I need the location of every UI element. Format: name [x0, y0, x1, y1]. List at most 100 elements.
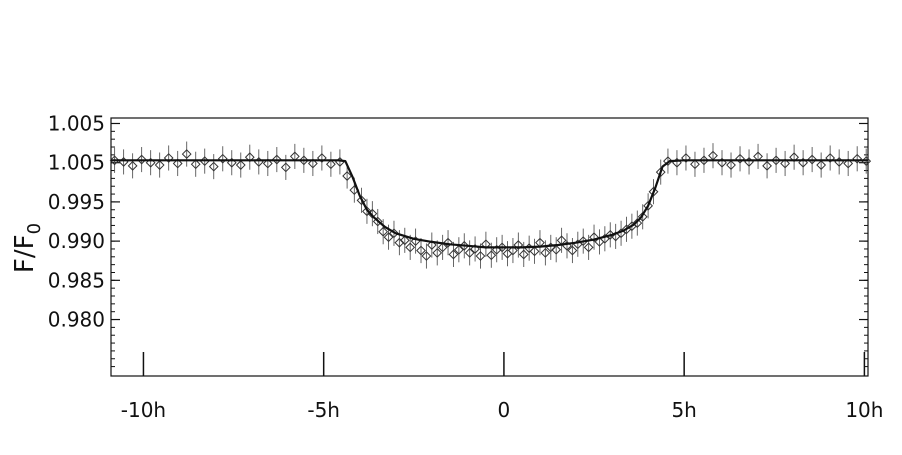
data-point — [753, 143, 763, 169]
diamond-marker — [362, 206, 372, 217]
diamond-marker — [356, 195, 367, 206]
y-tick-label: 0.995 — [48, 190, 105, 214]
fit-curve — [111, 159, 868, 249]
data-point — [421, 243, 432, 269]
diamond-marker — [518, 249, 529, 260]
data-point — [307, 150, 318, 177]
data-point — [262, 150, 273, 177]
diamond-marker — [432, 247, 443, 258]
data-point — [145, 150, 156, 176]
y-tick-label: 0.985 — [48, 268, 105, 292]
diamond-marker — [389, 228, 399, 239]
y-axis-title-main: F/F — [10, 234, 40, 273]
data-point — [726, 152, 736, 178]
data-point — [437, 234, 448, 260]
diamond-marker — [307, 158, 318, 169]
diamond-marker — [508, 245, 518, 256]
diamond-marker — [735, 153, 745, 164]
diamond-marker — [217, 153, 228, 164]
data-point — [502, 241, 513, 267]
diamond-marker — [789, 152, 800, 163]
diamond-marker — [372, 216, 383, 227]
data-point — [690, 151, 700, 177]
x-tick-label: 0 — [498, 398, 511, 422]
diamond-marker — [416, 245, 426, 256]
data-point — [453, 237, 464, 263]
diamond-marker — [663, 156, 673, 167]
data-point — [190, 151, 201, 177]
data-point — [163, 145, 174, 171]
diamond-marker — [699, 155, 709, 166]
diamond-marker — [127, 160, 138, 171]
diamond-marker — [513, 240, 524, 250]
diamond-marker — [529, 246, 540, 257]
data-point — [637, 204, 648, 230]
data-point — [154, 152, 165, 178]
diamond-marker — [271, 154, 282, 165]
diamond-marker — [655, 167, 666, 178]
data-point — [681, 145, 691, 171]
data-point — [127, 153, 138, 179]
diamond-marker — [497, 242, 508, 253]
x-tick-label: -10h — [121, 398, 166, 422]
diamond-marker — [807, 154, 818, 165]
diamond-marker — [244, 152, 255, 163]
diamond-marker — [771, 155, 781, 166]
diamond-marker — [262, 158, 273, 169]
data-points — [109, 141, 872, 269]
data-point — [426, 232, 437, 258]
data-point — [316, 145, 327, 171]
plot-frame — [110, 117, 869, 377]
diamond-marker — [690, 159, 700, 170]
diamond-marker — [399, 235, 410, 246]
diamond-marker — [426, 240, 437, 250]
data-point — [217, 146, 228, 172]
y-axis-title-subscript: 0 — [24, 223, 45, 234]
data-point — [244, 144, 255, 170]
diamond-marker — [190, 159, 201, 170]
diamond-marker — [298, 155, 309, 166]
data-point — [518, 241, 529, 267]
diamond-marker — [448, 249, 459, 260]
data-point — [798, 150, 809, 176]
data-point — [464, 240, 475, 266]
diamond-marker — [383, 232, 394, 243]
y-tick-label: 0.990 — [48, 229, 105, 253]
diamond-marker — [235, 160, 246, 170]
diamond-marker — [325, 159, 336, 170]
x-tick-label: 10h — [845, 398, 883, 422]
data-point — [825, 145, 836, 171]
data-point — [594, 229, 605, 255]
data-point — [717, 150, 727, 176]
data-point — [744, 149, 754, 175]
data-point — [632, 210, 643, 236]
diamond-marker — [578, 236, 589, 247]
diamond-marker — [632, 218, 643, 228]
data-point — [405, 234, 416, 260]
diamond-marker — [637, 211, 648, 222]
data-point — [816, 152, 827, 178]
data-point — [448, 241, 459, 267]
diamond-marker — [453, 244, 464, 255]
data-point — [572, 231, 583, 257]
fit-curve-group — [111, 159, 868, 249]
diamond-marker — [437, 242, 448, 253]
diamond-marker — [825, 153, 836, 163]
data-point — [852, 146, 863, 172]
data-point — [325, 151, 336, 177]
diamond-marker — [342, 171, 353, 181]
data-point — [789, 144, 800, 170]
data-point — [235, 152, 246, 178]
diamond-marker — [181, 149, 192, 159]
data-point — [735, 146, 745, 172]
tick-labels: 1.005 1.005 0.995 0.990 0.985 0.980 -10h -5h 0 5h… — [48, 111, 884, 422]
data-point — [834, 149, 845, 175]
data-point — [672, 150, 682, 176]
diamond-marker — [726, 160, 736, 170]
data-point — [780, 150, 790, 177]
data-point — [599, 226, 610, 252]
y-tick-label: 1.005 — [48, 151, 105, 175]
data-point — [843, 150, 854, 177]
data-point — [172, 150, 183, 177]
